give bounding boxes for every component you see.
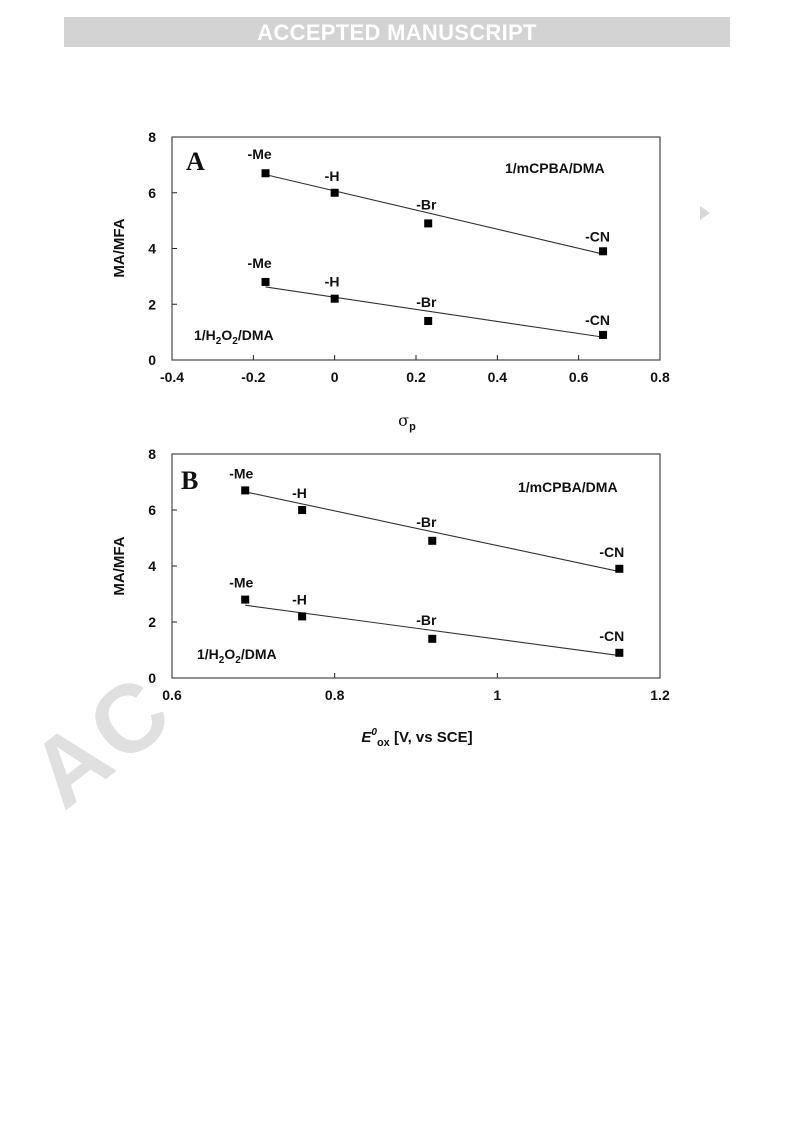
fit-line-b-1 [245,604,620,657]
y-axis-label-b: MA/MFA [111,536,128,595]
y-tick-label-b: 4 [148,558,156,574]
x-tick-label-b: 1 [493,687,501,703]
fit-line-a-0 [265,174,604,255]
point-label-b-0-1: -H [292,485,307,501]
x-tick-label-a: -0.2 [241,369,265,385]
point-label-a-0-3: -CN [585,228,610,244]
y-tick-label-b: 2 [148,614,156,630]
x-tick-label-b: 0.8 [325,687,345,703]
point-label-a-0-2: -Br [416,196,437,212]
point-label-b-1-2: -Br [416,612,437,628]
point-label-a-1-0: -Me [248,255,272,271]
data-point-a-1-1 [330,294,339,303]
data-point-a-0-3 [599,247,608,256]
fit-line-a-1 [265,286,604,338]
data-point-b-0-3 [615,564,624,573]
x-tick-label-a: 0.6 [569,369,589,385]
y-axis-label-a: MA/MFA [111,218,128,277]
data-point-a-0-2 [424,219,433,228]
data-point-b-1-2 [428,634,437,643]
y-tick-label-b: 8 [148,446,156,462]
point-label-b-1-1: -H [292,591,307,607]
point-label-a-1-1: -H [325,274,340,290]
y-tick-label-a: 8 [148,129,156,145]
series-label-mcpba-b: 1/mCPBA/DMA [518,479,618,495]
y-tick-label-b: 6 [148,502,156,518]
point-label-a-0-1: -H [325,168,340,184]
data-point-a-0-0 [261,169,270,178]
point-label-b-0-3: -CN [599,544,624,560]
x-tick-label-a: 0.4 [488,369,508,385]
y-tick-label-a: 4 [148,241,156,257]
x-tick-label-a: 0 [331,369,339,385]
data-point-b-0-1 [298,506,307,514]
x-tick-label-a: 0.2 [406,369,426,385]
y-tick-label-a: 2 [148,296,156,312]
x-tick-label-a: -0.4 [160,369,184,385]
data-point-b-1-0 [241,595,250,604]
point-label-b-0-2: -Br [416,514,437,530]
point-label-b-0-0: -Me [229,465,253,481]
y-tick-label-b: 0 [148,670,156,686]
series-label-mcpba-a: 1/mCPBA/DMA [505,160,605,176]
x-axis-label-b: E0ox [V, vs SCE] [361,727,472,749]
chart-panel-a: A 1/mCPBA/DMA 1/H2O2/DMA MA/MFA σp -0.4 -… [111,129,670,433]
data-point-b-0-0 [241,486,250,495]
point-label-a-0-0: -Me [248,146,272,162]
chart-panel-b: B 1/mCPBA/DMA 1/H2O2/DMA MA/MFA E0ox [V,… [111,446,670,749]
y-tick-label-a: 0 [148,352,156,368]
point-label-b-1-3: -CN [599,628,624,644]
fit-line-b-0 [245,491,620,573]
data-point-a-1-3 [599,330,608,339]
x-tick-label-a: 0.8 [650,369,670,385]
x-axis-label-a: σp [398,411,416,433]
point-label-b-1-0: -Me [229,575,253,591]
data-point-a-1-2 [424,316,433,325]
accepted-manuscript-banner: ACCEPTED MANUSCRIPT [64,17,730,47]
x-tick-label-b: 0.6 [162,687,182,703]
data-point-b-0-2 [428,536,437,545]
page-marker-triangle-icon [700,206,710,220]
panel-letter-b: B [181,466,198,495]
series-label-h2o2-b: 1/H2O2/DMA [197,646,277,666]
point-label-a-1-2: -Br [416,294,437,310]
data-point-a-0-1 [330,188,339,197]
data-point-b-1-3 [615,648,624,657]
data-point-a-1-0 [261,277,270,286]
x-tick-label-b: 1.2 [650,687,670,703]
panel-letter-a: A [186,147,205,176]
y-tick-label-a: 6 [148,185,156,201]
series-label-h2o2-a: 1/H2O2/DMA [194,327,274,347]
data-point-b-1-1 [298,612,307,621]
point-label-a-1-3: -CN [585,312,610,328]
